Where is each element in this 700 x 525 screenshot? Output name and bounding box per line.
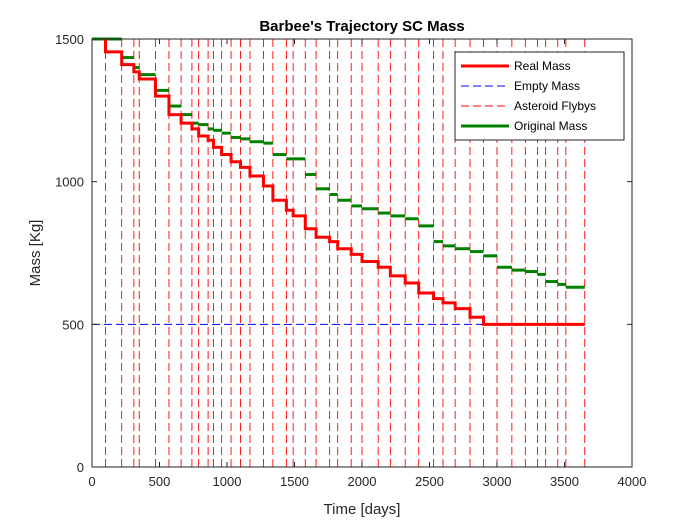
legend-label: Empty Mass	[514, 79, 580, 93]
axes-ticks: 0 500 1000 1500 2000 2500 3000 3500 4000 0 500 1000…	[55, 32, 646, 489]
y-tick-label: 500	[62, 317, 84, 332]
x-tick-label: 4000	[618, 474, 647, 489]
plot-area	[92, 37, 586, 467]
y-tick-label: 0	[77, 460, 84, 475]
x-tick-label: 1000	[213, 474, 242, 489]
y-tick-label: 1500	[55, 32, 84, 47]
y-tick-label: 1000	[55, 175, 84, 190]
x-tick-label: 3000	[483, 474, 512, 489]
y-axis-title: Mass [Kg]	[27, 220, 44, 287]
x-tick-label: 3500	[550, 474, 579, 489]
x-tick-label: 500	[149, 474, 171, 489]
real-mass-line	[104, 39, 585, 326]
x-axis-title: Time [days]	[324, 501, 401, 518]
legend-label: Real Mass	[514, 59, 571, 73]
legend-label: Asteroid Flybys	[514, 99, 596, 113]
x-tick-label: 2500	[415, 474, 444, 489]
x-tick-label: 1500	[280, 474, 309, 489]
legend: Real Mass Empty Mass Asteroid Flybys Origin…	[454, 51, 625, 141]
chart-title: Barbee's Trajectory SC Mass	[259, 18, 464, 35]
legend-label: Original Mass	[514, 119, 587, 133]
x-tick-label: 2000	[348, 474, 377, 489]
x-tick-label: 0	[88, 474, 95, 489]
